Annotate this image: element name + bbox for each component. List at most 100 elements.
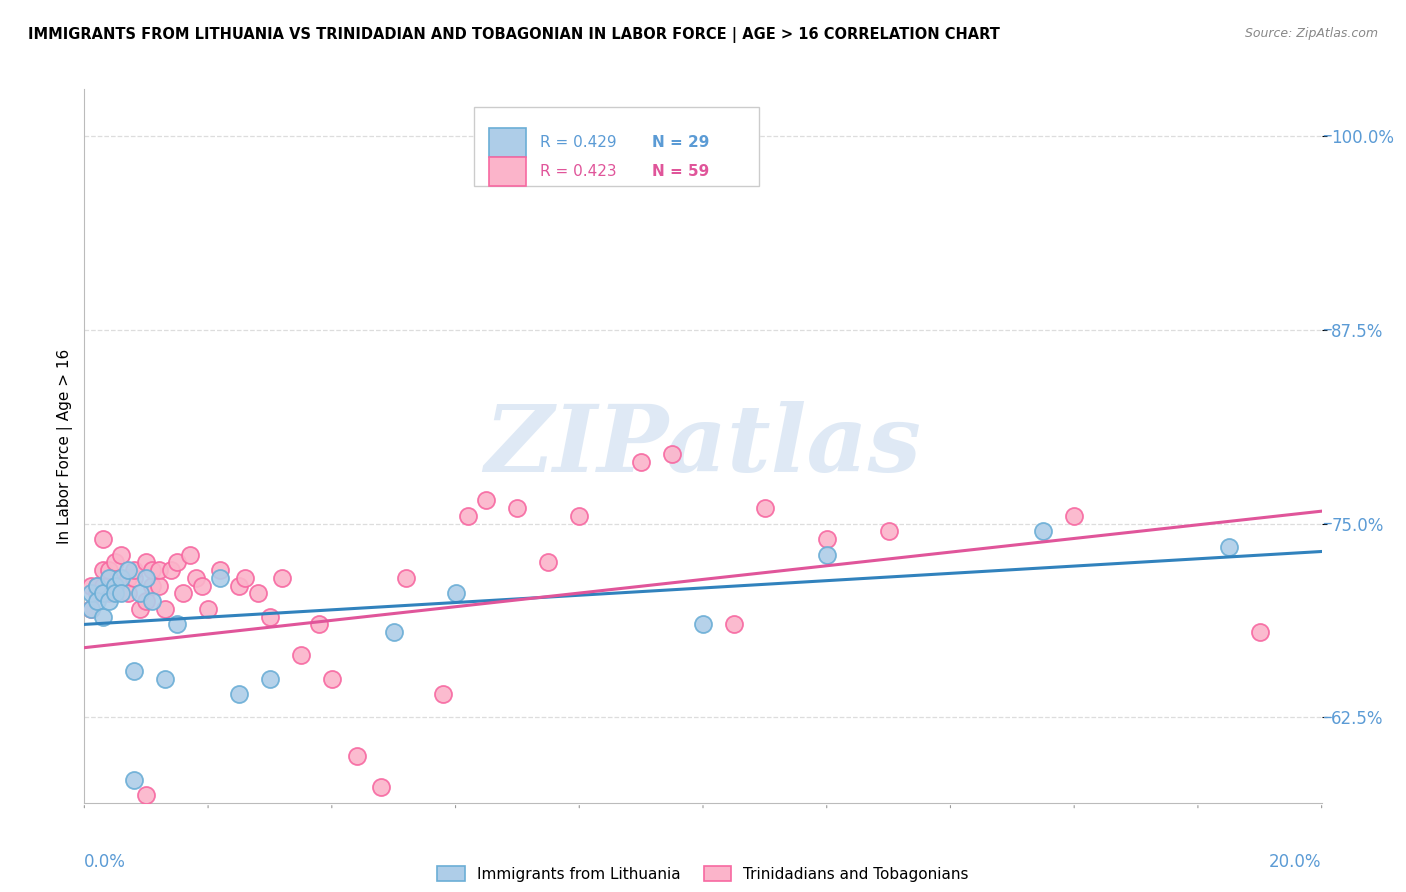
Point xyxy=(346,749,368,764)
Point xyxy=(148,563,170,577)
Point xyxy=(91,532,114,546)
Text: 20.0%: 20.0% xyxy=(1270,853,1322,871)
Point xyxy=(457,508,479,523)
Point xyxy=(506,501,529,516)
Point xyxy=(259,609,281,624)
Text: N = 59: N = 59 xyxy=(652,164,709,178)
Point xyxy=(122,563,145,577)
Point xyxy=(122,664,145,678)
Point xyxy=(228,687,250,701)
Point xyxy=(661,447,683,461)
Point xyxy=(79,602,101,616)
Point xyxy=(135,571,157,585)
Point xyxy=(141,579,163,593)
Point xyxy=(117,571,139,585)
Point xyxy=(122,772,145,787)
Point xyxy=(537,555,560,569)
Point xyxy=(104,579,127,593)
Point xyxy=(179,548,201,562)
Point xyxy=(568,508,591,523)
Point xyxy=(1063,508,1085,523)
Point xyxy=(86,579,108,593)
Point xyxy=(98,571,121,585)
Point xyxy=(98,563,121,577)
Y-axis label: In Labor Force | Age > 16: In Labor Force | Age > 16 xyxy=(58,349,73,543)
Point xyxy=(153,672,176,686)
Text: ZIPatlas: ZIPatlas xyxy=(485,401,921,491)
Point xyxy=(815,532,838,546)
Point xyxy=(877,524,900,539)
Point xyxy=(79,579,101,593)
Point xyxy=(135,594,157,608)
Point xyxy=(86,586,108,600)
Point xyxy=(98,586,121,600)
Point xyxy=(370,780,392,795)
Point xyxy=(1249,625,1271,640)
Point xyxy=(271,571,294,585)
FancyBboxPatch shape xyxy=(489,128,526,157)
Point xyxy=(754,501,776,516)
Point xyxy=(692,617,714,632)
Legend: Immigrants from Lithuania, Trinidadians and Tobagonians: Immigrants from Lithuania, Trinidadians … xyxy=(432,860,974,888)
Point xyxy=(98,594,121,608)
Point xyxy=(246,586,269,600)
Text: Source: ZipAtlas.com: Source: ZipAtlas.com xyxy=(1244,27,1378,40)
Point xyxy=(630,454,652,468)
Point xyxy=(79,586,101,600)
Point xyxy=(91,563,114,577)
Point xyxy=(197,602,219,616)
Point xyxy=(166,555,188,569)
Point xyxy=(166,617,188,632)
Point xyxy=(129,586,152,600)
Point xyxy=(110,571,132,585)
Point xyxy=(153,602,176,616)
Point xyxy=(104,586,127,600)
Text: R = 0.423: R = 0.423 xyxy=(540,164,616,178)
Point xyxy=(91,579,114,593)
Point xyxy=(135,555,157,569)
Point xyxy=(104,555,127,569)
Point xyxy=(184,571,207,585)
Point xyxy=(110,548,132,562)
Point xyxy=(308,617,330,632)
Point xyxy=(79,602,101,616)
Point xyxy=(444,586,467,600)
Point xyxy=(191,579,214,593)
Point xyxy=(148,579,170,593)
Point xyxy=(91,586,114,600)
Point xyxy=(160,563,183,577)
Point xyxy=(432,687,454,701)
Point xyxy=(382,625,405,640)
Point xyxy=(395,571,418,585)
Point xyxy=(209,563,232,577)
Point xyxy=(141,594,163,608)
Point xyxy=(86,594,108,608)
Point xyxy=(1032,524,1054,539)
Point xyxy=(141,563,163,577)
Text: R = 0.429: R = 0.429 xyxy=(540,136,616,150)
Point xyxy=(209,571,232,585)
Point xyxy=(233,571,256,585)
Point xyxy=(117,563,139,577)
Point xyxy=(172,586,194,600)
Point xyxy=(290,648,312,663)
Point xyxy=(91,609,114,624)
Point xyxy=(104,579,127,593)
FancyBboxPatch shape xyxy=(489,157,526,186)
Text: IMMIGRANTS FROM LITHUANIA VS TRINIDADIAN AND TOBAGONIAN IN LABOR FORCE | AGE > 1: IMMIGRANTS FROM LITHUANIA VS TRINIDADIAN… xyxy=(28,27,1000,43)
Point xyxy=(117,586,139,600)
Point xyxy=(135,788,157,802)
Point xyxy=(129,602,152,616)
Point xyxy=(86,579,108,593)
Point xyxy=(815,548,838,562)
Point xyxy=(110,571,132,585)
Point xyxy=(1218,540,1240,554)
Point xyxy=(259,672,281,686)
Text: 0.0%: 0.0% xyxy=(84,853,127,871)
Point xyxy=(723,617,745,632)
Point xyxy=(321,672,343,686)
Point xyxy=(228,579,250,593)
Point xyxy=(475,493,498,508)
Text: N = 29: N = 29 xyxy=(652,136,709,150)
Point xyxy=(110,586,132,600)
